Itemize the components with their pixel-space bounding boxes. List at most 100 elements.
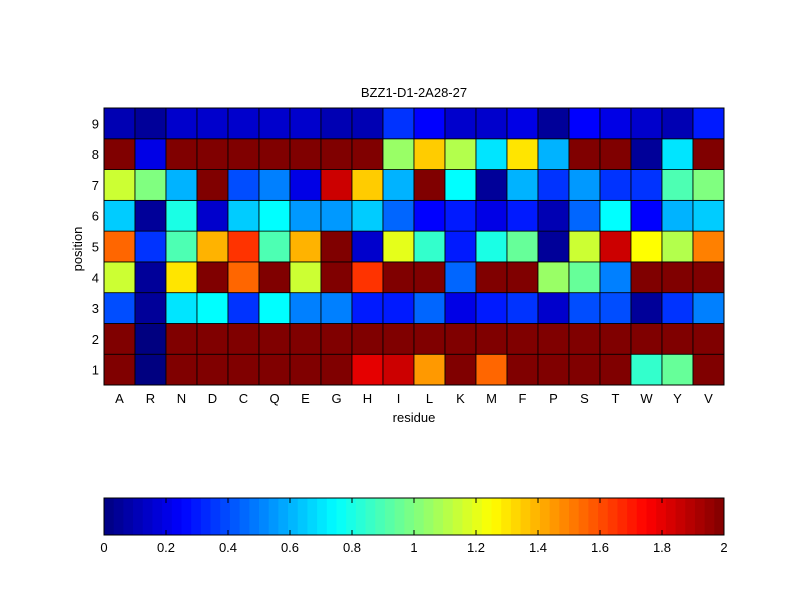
heatmap-cell (692, 353, 725, 386)
colorbar-segment (423, 498, 434, 535)
heatmap-cell (289, 323, 322, 355)
heatmap-cell (258, 199, 291, 232)
colorbar-tick-label: 0.8 (343, 540, 361, 555)
heatmap-cell (103, 199, 136, 232)
colorbar-segment (549, 498, 560, 535)
heatmap-cell (599, 199, 632, 232)
heatmap-cell (227, 323, 260, 355)
heatmap-cell (289, 230, 322, 263)
heatmap-cell (134, 353, 167, 386)
colorbar-segment (665, 498, 676, 535)
heatmap-cell (103, 107, 136, 140)
heatmap-cell (165, 199, 198, 232)
heatmap-cell (506, 261, 539, 294)
heatmap-cell (444, 292, 477, 324)
heatmap-cell (692, 292, 725, 324)
heatmap-cell (475, 353, 508, 386)
colorbar-segment (520, 498, 531, 535)
heatmap-cell (692, 107, 725, 140)
heatmap-cell (134, 107, 167, 140)
heatmap-cell (351, 292, 384, 324)
heatmap-cell (103, 292, 136, 324)
heatmap-cell (630, 323, 663, 355)
heatmap-cell (413, 323, 446, 355)
heatmap-cell (475, 292, 508, 324)
colorbar-segment (278, 498, 289, 535)
colorbar-segment (307, 498, 318, 535)
heatmap-cell (258, 138, 291, 170)
heatmap-cell (444, 107, 477, 140)
heatmap-cell (444, 199, 477, 232)
x-axis-label: residue (393, 410, 436, 425)
colorbar-segment (317, 498, 328, 535)
x-tick-label: H (363, 391, 372, 406)
heatmap-cell (537, 138, 570, 170)
colorbar-tick-label: 0.2 (157, 540, 175, 555)
heatmap-cell (506, 138, 539, 170)
heatmap-cell (227, 353, 260, 386)
heatmap-cell (630, 169, 663, 201)
heatmap-cell (630, 138, 663, 170)
heatmap-cell (475, 230, 508, 263)
colorbar-tick-label: 0.6 (281, 540, 299, 555)
heatmap-cell (382, 353, 415, 386)
heatmap-cell (227, 230, 260, 263)
heatmap-cell (599, 323, 632, 355)
heatmap-cell (382, 107, 415, 140)
heatmap-cell (351, 107, 384, 140)
heatmap-cell (568, 323, 601, 355)
colorbar-segment (220, 498, 231, 535)
heatmap-cell (630, 230, 663, 263)
colorbar-tick-label: 1.6 (591, 540, 609, 555)
heatmap-cell (413, 292, 446, 324)
colorbar-segment (491, 498, 502, 535)
heatmap-cell (227, 261, 260, 294)
colorbar-segment (200, 498, 211, 535)
colorbar-tick-label: 1.2 (467, 540, 485, 555)
heatmap-cell (258, 353, 291, 386)
heatmap-cell (537, 199, 570, 232)
heatmap-cell (320, 292, 353, 324)
colorbar-segment (414, 498, 425, 535)
heatmap-cell (103, 353, 136, 386)
heatmap-cell (413, 230, 446, 263)
heatmap-cell (289, 169, 322, 201)
heatmap-cell (661, 323, 694, 355)
colorbar-segment (588, 498, 599, 535)
heatmap-cell (568, 261, 601, 294)
heatmap-cell (320, 353, 353, 386)
heatmap-cell (661, 230, 694, 263)
heatmap-cell (630, 292, 663, 324)
colorbar-tick-label: 1.4 (529, 540, 547, 555)
heatmap-cell (599, 138, 632, 170)
heatmap-cell (320, 323, 353, 355)
heatmap-cell (351, 353, 384, 386)
colorbar-segment (510, 498, 521, 535)
x-tick-label: R (146, 391, 155, 406)
heatmap-cell (103, 261, 136, 294)
heatmap-cell (196, 353, 229, 386)
heatmap-cell (382, 138, 415, 170)
heatmap-cell (506, 169, 539, 201)
heatmap-cell (630, 353, 663, 386)
heatmap-cell (165, 138, 198, 170)
colorbar-segment (578, 498, 589, 535)
heatmap-cell (475, 107, 508, 140)
heatmap-cell (351, 261, 384, 294)
heatmap-cell (196, 138, 229, 170)
heatmap-cell (382, 169, 415, 201)
colorbar-segment (646, 498, 657, 535)
heatmap-cell (413, 138, 446, 170)
heatmap-cell (165, 292, 198, 324)
heatmap-cell (506, 323, 539, 355)
colorbar-segment (384, 498, 396, 535)
heatmap-cell (258, 323, 291, 355)
colorbar-segment (268, 498, 279, 535)
heatmap-cell (165, 323, 198, 355)
heatmap-cell (227, 107, 260, 140)
colorbar-segment (539, 498, 551, 535)
heatmap-cell (692, 169, 725, 201)
colorbar-segment (598, 498, 609, 535)
colorbar-segment (501, 498, 512, 535)
